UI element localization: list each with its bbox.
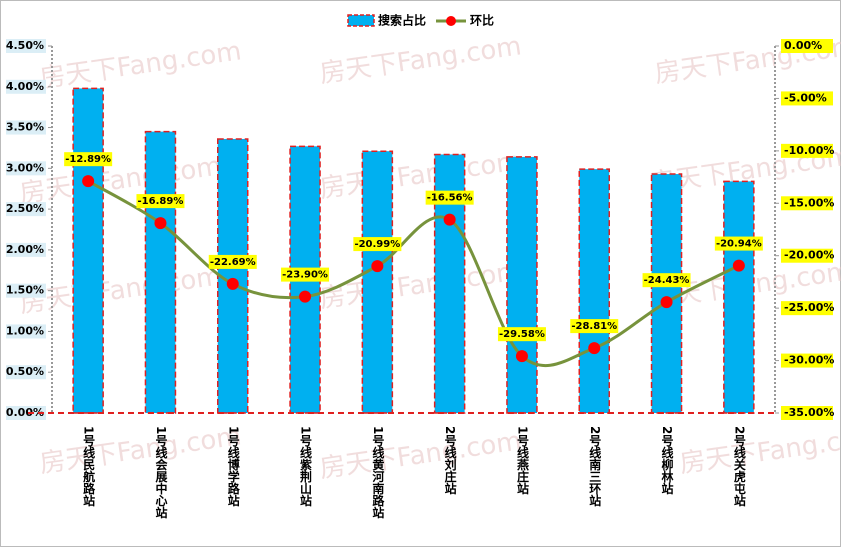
legend-swatch [347, 14, 375, 27]
y-tick-label: 3.00% [6, 161, 44, 174]
y2-tick-bg [781, 143, 833, 158]
x-tick-label: 1号线博学路站 [226, 426, 240, 507]
marker [299, 290, 312, 303]
data-label: -20.99% [354, 239, 400, 250]
y-tick-label: 2.50% [6, 202, 44, 215]
marker [226, 277, 239, 290]
data-label: -20.94% [716, 239, 762, 250]
marker [732, 259, 745, 272]
data-label: -24.43% [644, 275, 690, 286]
y2-tick-label: 0.00% [784, 39, 822, 52]
y2-tick-bg [781, 196, 833, 211]
bar [361, 150, 394, 414]
data-label-bg [136, 194, 185, 209]
marker [82, 175, 95, 188]
y2-tick-label: -5.00% [784, 91, 827, 104]
y2-tick-label: -10.00% [784, 144, 834, 157]
y2-tick-bg [781, 353, 833, 368]
y-tick-bg [6, 79, 46, 94]
y-tick-bg [6, 161, 46, 176]
x-tick-label: 2号线刘庄站 [443, 426, 457, 495]
y-tick-label: 3.50% [6, 121, 44, 134]
y2-tick-label: -30.00% [784, 354, 834, 367]
data-label-bg [570, 319, 619, 334]
y-tick-label: 4.00% [6, 80, 44, 93]
x-tick-label: 1号线燕庄站 [515, 426, 529, 495]
bar [723, 180, 755, 414]
data-label: -23.90% [282, 270, 328, 281]
bar [506, 156, 538, 414]
bar [650, 173, 683, 414]
y2-tick-label: -25.00% [784, 301, 834, 314]
y-tick-bg [6, 283, 46, 298]
data-label-bg [208, 254, 257, 269]
legend-label: 环比 [470, 13, 494, 28]
y-tick-bg [6, 202, 46, 217]
marker [371, 260, 384, 273]
data-label: -16.56% [427, 193, 473, 204]
marker [660, 296, 673, 309]
y-tick-bg [6, 324, 46, 339]
y-tick-bg [6, 120, 46, 135]
bar [144, 130, 177, 414]
y2-tick-label: -35.00% [784, 406, 834, 419]
y-tick-bg [6, 406, 46, 420]
y2-tick-bg [781, 406, 833, 420]
data-label-bg [642, 273, 691, 288]
y2-tick-label: -20.00% [784, 249, 834, 262]
data-label-bg [714, 236, 763, 251]
y-tick-label: 0.50% [6, 365, 44, 378]
marker [154, 217, 167, 230]
y2-tick-bg [781, 301, 833, 316]
data-label-bg [497, 327, 546, 342]
y-tick-bg [6, 39, 46, 53]
x-tick-label: 2号线南三环站 [588, 426, 602, 507]
data-label: -16.89% [138, 196, 184, 207]
x-tick-label: 2号线柳林站 [660, 426, 674, 495]
data-label: -29.58% [499, 329, 545, 340]
marker [443, 213, 456, 226]
x-tick-label: 1号线紫荆山站 [299, 426, 313, 507]
y2-tick-bg [781, 39, 833, 53]
marker [515, 350, 528, 363]
y-tick-label: 1.50% [6, 284, 44, 297]
data-label-bg [353, 237, 402, 252]
y-tick-label: 2.00% [6, 243, 44, 256]
y-tick-label: 1.00% [6, 324, 44, 337]
data-label-bg [64, 152, 113, 167]
y2-tick-bg [781, 91, 833, 106]
x-tick-label: 1号线黄河南路站 [371, 426, 385, 519]
y2-tick-bg [781, 248, 833, 263]
marker [588, 342, 601, 355]
data-label-bg [425, 190, 474, 205]
y-tick-bg [6, 365, 46, 380]
data-label: -22.69% [210, 257, 256, 268]
x-tick-label: 1号线民航路站 [82, 426, 96, 507]
legend-label: 搜索占比 [378, 13, 426, 28]
y2-tick-label: -15.00% [784, 196, 834, 209]
data-label: -12.89% [65, 154, 111, 165]
x-tick-label: 1号线会展中心站 [154, 426, 168, 519]
y-tick-bg [6, 242, 46, 257]
y-tick-label: 4.50% [6, 39, 44, 52]
data-label-bg [281, 267, 330, 282]
line [87, 179, 740, 368]
legend-marker [446, 16, 456, 26]
data-label: -28.81% [571, 321, 617, 332]
bar [72, 87, 104, 414]
bar [578, 168, 610, 414]
x-tick-label: 2号线关虎屯站 [732, 426, 746, 507]
y-tick-label: 0.00% [6, 406, 44, 419]
